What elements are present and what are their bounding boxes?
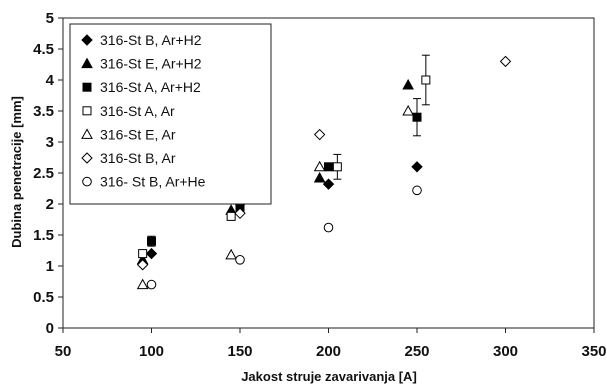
- data-point: [235, 254, 245, 265]
- data-point: [411, 161, 423, 173]
- y-tick-label: 1: [46, 258, 54, 275]
- y-axis-label: Dubina penetracije [mm]: [9, 96, 24, 248]
- legend-entry: 316-St A, Ar: [82, 103, 175, 119]
- legend-marker: [81, 152, 93, 164]
- legend-label: 316- St B, Ar+He: [100, 174, 206, 190]
- x-tick-label: 150: [227, 343, 252, 360]
- y-tick-label: 2.5: [33, 165, 54, 182]
- x-tick-label: 350: [581, 343, 606, 360]
- y-tick-label: 4: [46, 72, 55, 89]
- legend-entry: 316- St B, Ar+He: [82, 174, 206, 190]
- data-point: [313, 171, 326, 183]
- legend-marker: [81, 128, 93, 139]
- x-tick-label: 300: [493, 343, 518, 360]
- y-tick-label: 2: [46, 196, 54, 213]
- data-point: [313, 128, 326, 141]
- data-point: [138, 249, 148, 259]
- series-5: [136, 104, 414, 290]
- data-point: [499, 55, 512, 68]
- legend-entry: 316-St A, Ar+H2: [82, 79, 201, 95]
- y-tick-label: 4.5: [33, 41, 54, 58]
- legend-label: 316-St E, Ar: [100, 126, 176, 142]
- data-point: [332, 162, 342, 172]
- data-marks: [136, 54, 512, 290]
- y-tick-label: 0: [46, 320, 54, 337]
- data-point: [421, 75, 431, 85]
- legend-marker: [82, 82, 92, 92]
- data-point: [412, 112, 422, 122]
- data-point: [136, 278, 149, 290]
- legend-label: 316-St A, Ar+H2: [100, 79, 201, 95]
- y-tick-label: 5: [46, 10, 54, 27]
- legend-marker: [81, 57, 93, 69]
- y-tick-label: 0.5: [33, 289, 54, 306]
- axes: 0 0.5 1 1.5 2 2.5 3 3.5 4 4.5 5 50 100 150 200 250 300 35…: [33, 10, 606, 360]
- y-tick-label: 3.5: [33, 103, 54, 120]
- x-tick-label: 200: [316, 343, 341, 360]
- legend-marker: [81, 34, 93, 46]
- y-tick-label: 3: [46, 134, 54, 151]
- series-4: [138, 54, 431, 259]
- data-point: [322, 178, 335, 190]
- data-point: [313, 160, 326, 172]
- legend-entry: 316-St E, Ar: [81, 126, 176, 142]
- legend-label: 316-St B, Ar: [100, 150, 176, 166]
- legend-entry: 316-St B, Ar+H2: [81, 32, 202, 48]
- data-point: [402, 104, 414, 116]
- data-point: [225, 248, 237, 260]
- data-point: [145, 247, 158, 260]
- series-7: [146, 185, 422, 290]
- data-point: [323, 222, 334, 233]
- legend-label: 316-St E, Ar+H2: [100, 56, 202, 72]
- legend-box: [69, 23, 272, 205]
- data-point: [234, 207, 246, 220]
- x-tick-label: 100: [139, 343, 164, 360]
- data-point: [402, 78, 414, 90]
- legend: 316-St B, Ar+H2 316-St E, Ar+H2 316-St A, …: [69, 23, 272, 205]
- legend-entry: 316-St E, Ar+H2: [81, 56, 202, 72]
- legend-marker: [82, 106, 92, 116]
- y-tick-label: 1.5: [33, 227, 54, 244]
- legend-marker: [82, 176, 92, 187]
- data-point: [226, 211, 236, 221]
- legend-label: 316-St B, Ar+H2: [100, 32, 202, 48]
- data-point: [146, 279, 157, 290]
- x-tick-label: 250: [404, 343, 429, 360]
- data-point: [412, 185, 422, 196]
- legend-entry: 316-St B, Ar: [81, 150, 176, 166]
- data-point: [324, 162, 333, 172]
- x-tick-label: 50: [55, 343, 72, 360]
- legend-label: 316-St A, Ar: [100, 103, 175, 119]
- series-6: [136, 55, 512, 271]
- data-point: [147, 236, 156, 246]
- data-point: [136, 259, 149, 271]
- x-axis-label: Jakost struje zavarivanja [A]: [241, 369, 417, 384]
